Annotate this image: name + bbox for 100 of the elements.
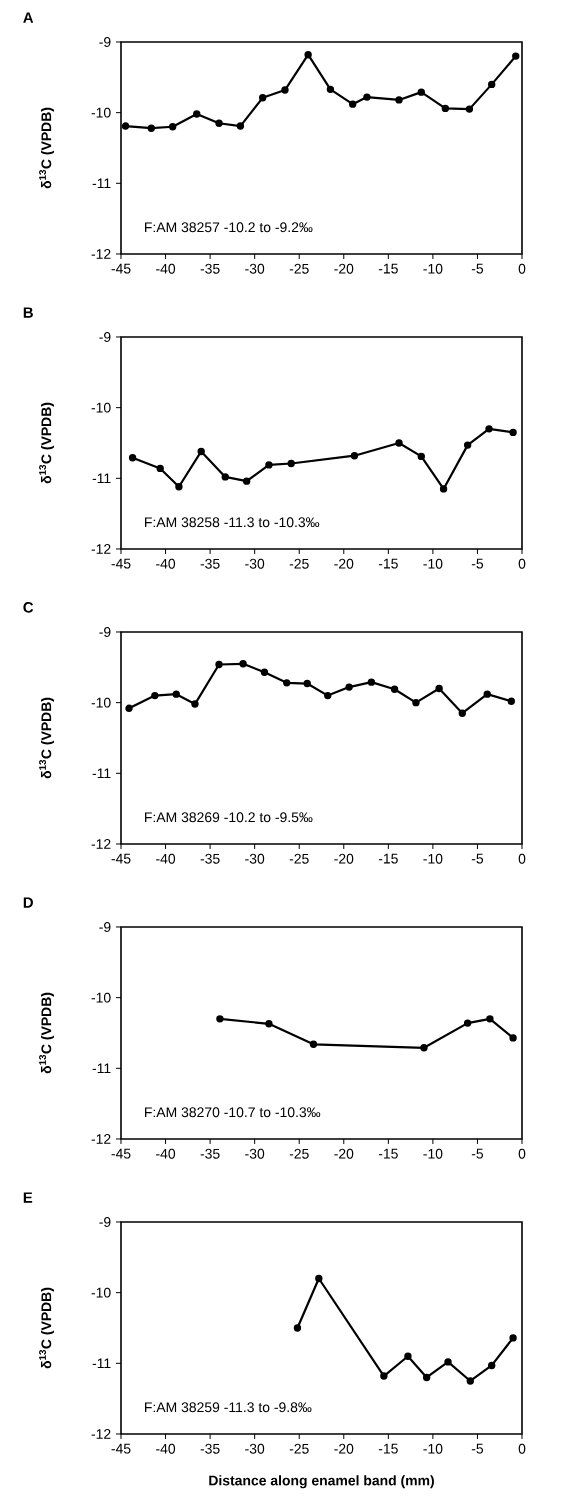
x-tick-label: -40: [156, 1443, 176, 1454]
point: [350, 452, 359, 460]
x-tick-label: -15: [378, 263, 398, 274]
x-tick-label: -20: [334, 1443, 354, 1454]
point: [303, 679, 311, 688]
y-tick-label: -12: [91, 544, 111, 554]
x-tick-label: -5: [471, 263, 484, 274]
y-axis-title: δ$^{13}$C (VPDB): [39, 402, 54, 484]
x-tick-label: -25: [289, 1443, 309, 1454]
point: [465, 105, 474, 113]
point: [156, 464, 164, 473]
point: [466, 1377, 475, 1385]
annotation: F:AM 38257 -10.2 to -9.2‰: [145, 222, 313, 233]
point: [483, 690, 491, 698]
chart-title: B: [23, 307, 33, 318]
x-tick-label: 0: [518, 558, 526, 569]
point: [485, 425, 493, 433]
x-tick-label: -35: [200, 1148, 220, 1159]
point: [395, 439, 403, 447]
point: [221, 473, 229, 481]
chart-title: E: [23, 1192, 33, 1203]
x-tick-label: -25: [289, 1148, 309, 1159]
point: [488, 1361, 496, 1370]
point: [463, 441, 472, 449]
y-tick-label: -11: [92, 768, 111, 779]
x-tick-label: -30: [245, 1443, 265, 1454]
y-tick-label: -10: [91, 992, 111, 1003]
point: [417, 88, 425, 96]
point: [128, 454, 137, 462]
point: [326, 85, 335, 94]
y-axis-title: δ$^{13}$C (VPDB): [39, 107, 54, 189]
point: [193, 110, 201, 118]
x-tick-label: -40: [156, 263, 176, 274]
point: [309, 1040, 318, 1048]
point: [512, 52, 520, 60]
point: [404, 1352, 412, 1360]
x-tick-label: -15: [378, 853, 398, 864]
point: [345, 683, 353, 691]
x-tick-label: -45: [111, 1443, 131, 1454]
annotation: F:AM 38270 -10.7 to -10.3‰: [145, 1107, 321, 1118]
point: [348, 100, 357, 108]
y-tick-label: -9: [99, 1217, 111, 1227]
point: [463, 1019, 472, 1027]
point: [239, 660, 247, 668]
x-tick-label: -15: [378, 558, 398, 569]
point: [283, 679, 291, 687]
x-tick-label: -30: [245, 1148, 265, 1159]
point: [151, 691, 159, 700]
x-tick-label: 0: [518, 1443, 526, 1454]
point: [242, 477, 251, 485]
x-tick-label: -10: [423, 1148, 443, 1159]
point: [125, 704, 133, 712]
point: [509, 428, 517, 437]
y-tick-label: -11: [92, 1358, 111, 1369]
point: [281, 86, 289, 94]
x-tick-label: -5: [471, 558, 484, 569]
point: [168, 123, 177, 131]
point: [197, 447, 205, 456]
point: [147, 124, 155, 132]
point: [175, 483, 183, 491]
x-tick-label: -40: [156, 1148, 176, 1159]
y-tick-label: -9: [99, 332, 111, 342]
y-tick-label: -9: [99, 627, 111, 637]
point: [191, 700, 199, 708]
x-tick-label: -5: [471, 1443, 484, 1454]
point: [367, 678, 376, 686]
y-tick-label: -11: [92, 178, 111, 189]
y-axis-title: δ$^{13}$C (VPDB): [39, 697, 54, 779]
x-tick-label: -35: [200, 1443, 220, 1454]
x-tick-label: -5: [471, 853, 484, 864]
x-tick-label: -25: [289, 853, 309, 864]
x-tick-label: -35: [200, 263, 220, 274]
y-tick-label: -10: [91, 402, 111, 413]
point: [215, 119, 223, 127]
point: [439, 485, 448, 493]
x-tick-label: -15: [378, 1443, 398, 1454]
point: [236, 122, 245, 130]
point: [363, 93, 371, 101]
chart-title: D: [23, 897, 33, 908]
point: [422, 1373, 431, 1382]
x-tick-label: -10: [423, 558, 443, 569]
y-tick-label: -9: [99, 922, 111, 932]
y-tick-label: -10: [91, 697, 111, 708]
x-tick-label: -45: [111, 263, 131, 274]
point: [509, 1034, 517, 1042]
point: [507, 697, 515, 705]
x-tick-label: -45: [111, 558, 131, 569]
x-tick-label: -15: [378, 1148, 398, 1159]
x-tick-label: -45: [111, 1148, 131, 1159]
x-tick-label: -35: [200, 558, 220, 569]
x-tick-label: -25: [289, 558, 309, 569]
point: [417, 452, 425, 461]
annotation: F:AM 38258 -11.3 to -10.3‰: [145, 517, 320, 528]
x-tick-label: -20: [334, 558, 354, 569]
point: [458, 709, 466, 717]
annotation: F:AM 38269 -10.2 to -9.5‰: [145, 812, 313, 823]
x-tick-label: -20: [334, 263, 354, 274]
point: [380, 1372, 388, 1380]
x-tick-label: 0: [518, 1148, 526, 1159]
point: [486, 1015, 494, 1023]
